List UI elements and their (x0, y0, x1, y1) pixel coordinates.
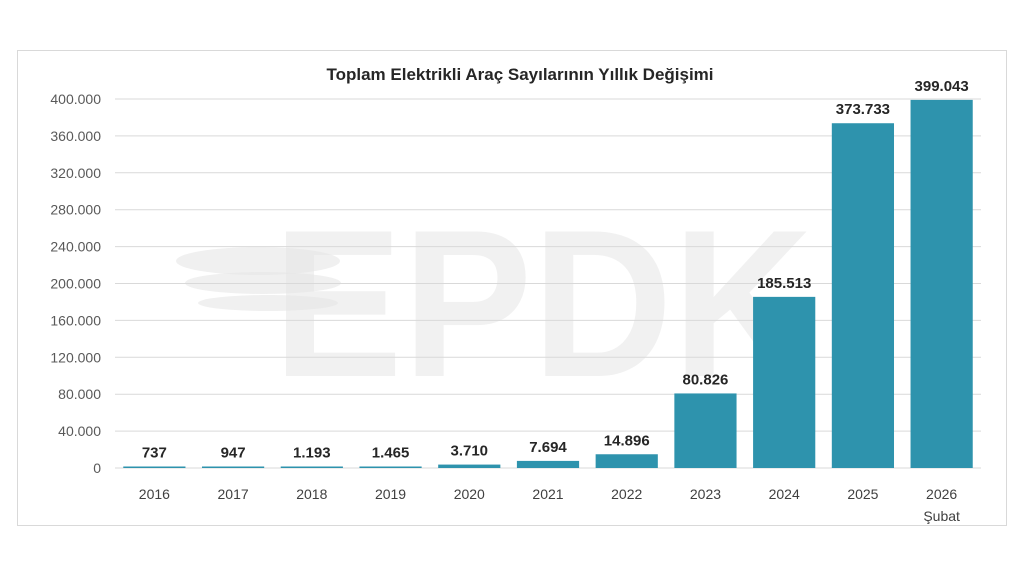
data-label: 185.513 (757, 275, 811, 292)
data-label: 1.193 (293, 445, 331, 462)
y-tick-label: 160.000 (50, 312, 101, 328)
epdk-watermark: EPDK (176, 186, 813, 421)
x-tick-label: 2026 (926, 486, 957, 502)
bar (438, 464, 501, 468)
data-label: 737 (142, 445, 167, 462)
data-label: 14.896 (604, 432, 650, 449)
x-axis-ticks: 2016 2017 2018 2019 2020 2021 2022 2023 2024 2025… (139, 486, 960, 524)
x-tick-label: 2016 (139, 486, 170, 502)
data-label: 399.043 (915, 78, 969, 95)
chart-frame: EPDK Toplam Elektrikli Araç Sayılarının … (17, 50, 1007, 526)
x-tick-label: 2017 (218, 486, 249, 502)
bar (123, 466, 186, 468)
y-tick-label: 240.000 (50, 239, 101, 255)
bars (123, 99, 973, 469)
bar (359, 466, 422, 468)
y-tick-label: 200.000 (50, 276, 101, 292)
watermark-text: EPDK (273, 186, 813, 421)
x-tick-label: 2025 (847, 486, 878, 502)
data-label: 7.694 (529, 439, 567, 456)
data-label: 80.826 (683, 371, 729, 388)
chart-title: Toplam Elektrikli Araç Sayılarının Yıllı… (326, 65, 713, 84)
bar-chart: EPDK Toplam Elektrikli Araç Sayılarının … (50, 65, 981, 524)
y-tick-label: 280.000 (50, 202, 101, 218)
x-tick-label: 2022 (611, 486, 642, 502)
y-tick-label: 0 (93, 460, 101, 476)
bar (516, 460, 580, 468)
data-label: 1.465 (372, 445, 410, 462)
y-tick-label: 360.000 (50, 128, 101, 144)
y-tick-label: 80.000 (58, 386, 101, 402)
x-tick-label: 2020 (454, 486, 485, 502)
data-labels: 737 947 1.193 1.465 3.710 7.694 14.896 80.826 18… (142, 78, 969, 462)
bar (201, 466, 265, 468)
bar (595, 454, 658, 468)
x-tick-label: 2019 (375, 486, 406, 502)
x-tick-label: 2021 (532, 486, 563, 502)
bar (910, 99, 973, 469)
bar (753, 296, 816, 468)
y-tick-label: 400.000 (50, 91, 101, 107)
x-tick-sublabel: Şubat (923, 508, 960, 524)
y-tick-label: 320.000 (50, 165, 101, 181)
data-label: 947 (221, 445, 246, 462)
y-tick-label: 40.000 (58, 423, 101, 439)
data-label: 373.733 (836, 101, 890, 118)
bar (674, 393, 737, 468)
x-tick-label: 2023 (690, 486, 721, 502)
data-label: 3.710 (450, 443, 488, 460)
bar (280, 466, 343, 468)
x-tick-label: 2024 (769, 486, 800, 502)
y-axis-ticks: 0 40.000 80.000 120.000 160.000 200.000 240.00… (50, 91, 101, 476)
x-tick-label: 2018 (296, 486, 327, 502)
y-tick-label: 120.000 (50, 349, 101, 365)
bar (831, 123, 895, 468)
